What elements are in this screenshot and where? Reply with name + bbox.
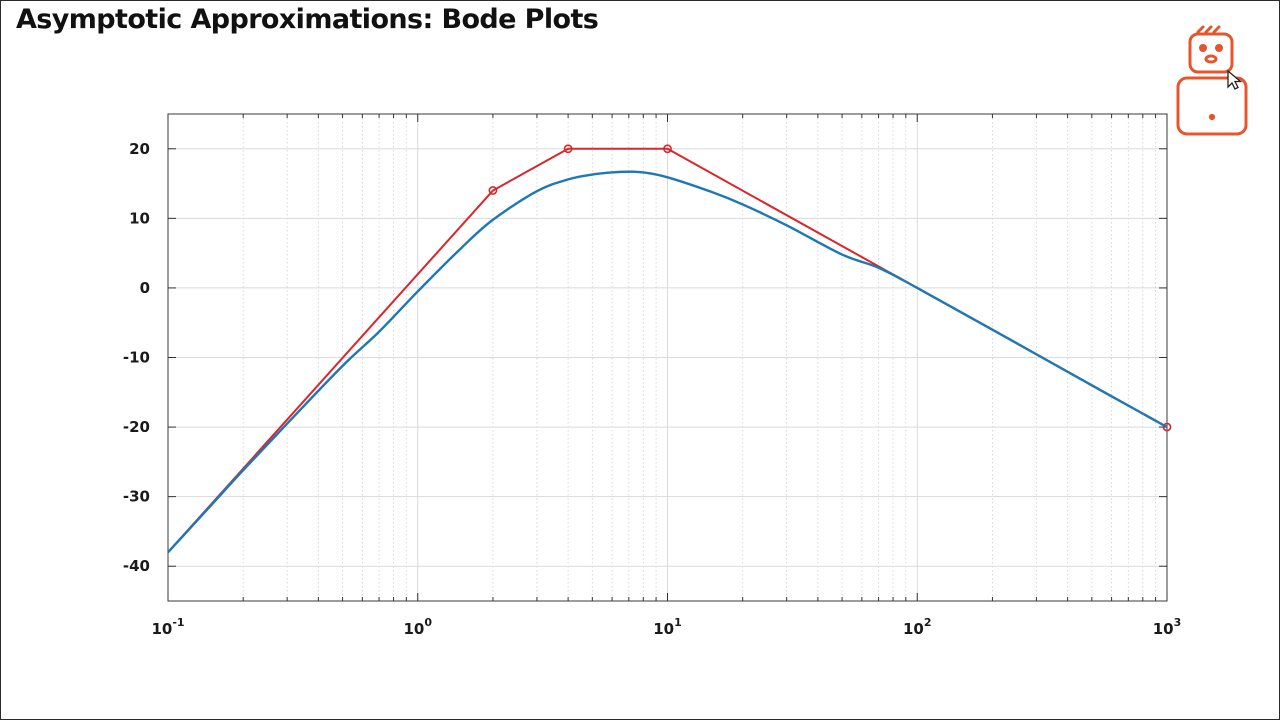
exact-magnitude-line xyxy=(167,170,1168,554)
mouse-cursor-icon xyxy=(1227,69,1243,90)
x-tick-label: 102 xyxy=(903,616,932,638)
robot-mascot-icon xyxy=(1176,25,1248,136)
y-tick-label: 10 xyxy=(129,209,150,227)
asymptote-line xyxy=(167,147,1168,553)
y-tick-label: -30 xyxy=(123,488,150,506)
y-tick-label: -10 xyxy=(123,349,150,367)
y-tick-label: -40 xyxy=(123,557,150,575)
axis-ticks xyxy=(167,114,1168,601)
x-tick-label: 103 xyxy=(1153,616,1182,638)
asymptote-breakpoint-marker xyxy=(1162,422,1172,432)
series-layer xyxy=(167,144,1172,554)
asymptote-breakpoint-marker xyxy=(488,186,498,195)
x-tick-label: 101 xyxy=(653,616,682,638)
x-tick-label: 100 xyxy=(403,616,432,638)
asymptote-breakpoint-marker xyxy=(563,144,573,154)
y-tick-label: 20 xyxy=(129,140,150,158)
asymptote-breakpoint-marker xyxy=(663,144,672,154)
major-grid xyxy=(167,114,1168,601)
minor-grid xyxy=(242,114,1156,601)
slide-title: Asymptotic Approximations: Bode Plots xyxy=(16,4,599,35)
x-tick-label: 10-1 xyxy=(151,616,184,638)
y-tick-label: -20 xyxy=(123,418,150,436)
y-tick-label: 0 xyxy=(140,279,150,297)
